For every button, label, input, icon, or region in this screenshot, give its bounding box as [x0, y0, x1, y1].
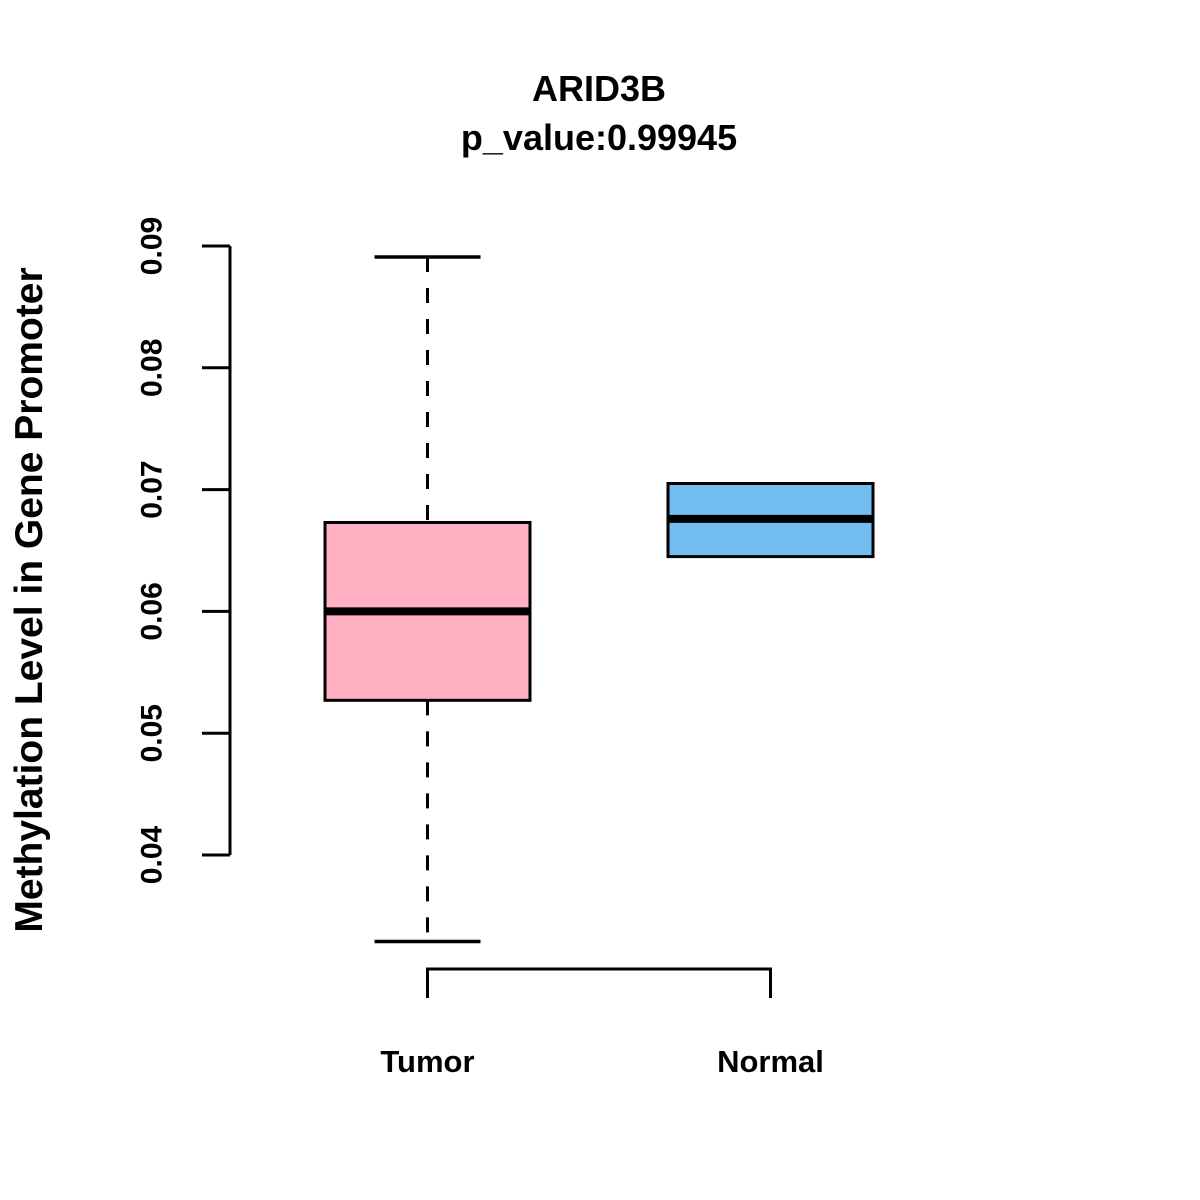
y-tick-label: 0.05 — [136, 704, 169, 762]
x-category-label-tumor: Tumor — [380, 1044, 474, 1079]
y-tick-label: 0.09 — [136, 217, 169, 275]
x-category-label-normal: Normal — [717, 1044, 824, 1079]
chart-subtitle: p_value:0.99945 — [460, 117, 738, 158]
y-axis-label: Methylation Level in Gene Promoter — [8, 267, 51, 933]
y-tick-label: 0.06 — [136, 582, 169, 640]
y-tick-label: 0.07 — [136, 460, 169, 518]
y-tick-label: 0.08 — [136, 339, 169, 397]
x-axis-line — [426, 967, 772, 998]
chart-title: ARID3B — [531, 68, 667, 109]
y-tick-label: 0.04 — [136, 825, 169, 884]
